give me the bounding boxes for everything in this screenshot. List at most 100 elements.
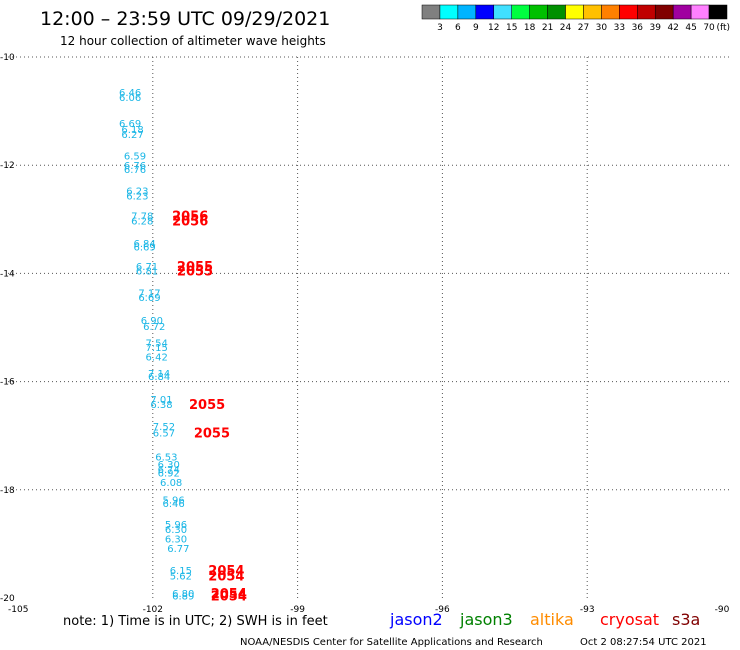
colorbar-swatch: [583, 4, 602, 20]
x-tick-label: -93: [580, 605, 595, 615]
swh-value-label: 6.28: [131, 216, 153, 227]
colorbar-swatch: [619, 4, 638, 20]
swh-value-label: 6.80: [172, 589, 194, 600]
colorbar-label: 9: [473, 23, 479, 33]
pass-time-label: 2056: [172, 214, 208, 229]
colorbar-swatch: [511, 4, 530, 20]
colorbar-label: 70: [703, 23, 715, 33]
chart-title: 12:00 – 23:59 UTC 09/29/2021: [40, 8, 330, 30]
y-tick-label: -10: [0, 53, 15, 63]
x-tick-label: -99: [290, 605, 305, 615]
colorbar-swatch: [601, 4, 620, 20]
satellite-legend: jason2 jason3 altika cryosat s3a: [389, 610, 700, 629]
swh-value-label: 5.62: [170, 571, 192, 582]
swh-value-label: 6.23: [126, 191, 148, 202]
colorbar-swatch: [439, 4, 459, 20]
swh-value-label: 6.72: [143, 322, 165, 333]
satellite-legend-item: s3a: [672, 610, 700, 629]
pass-time-label: 2055: [177, 260, 213, 275]
swh-value-label: 6.57: [153, 428, 175, 439]
pass-time-label: 2054: [208, 569, 244, 584]
credit-text: NOAA/NESDIS Center for Satellite Applica…: [240, 637, 543, 648]
colorbar-label: 39: [650, 23, 662, 33]
swh-value-label: 6.23: [126, 187, 148, 198]
swh-value-label: 6.69: [133, 242, 155, 253]
x-tick-label: -96: [435, 605, 450, 615]
colorbar-label: 33: [614, 23, 625, 33]
swh-value-label: 6.30: [165, 525, 187, 536]
x-tick-label: -105: [8, 605, 28, 615]
swh-value-label: 6.30: [165, 534, 187, 545]
swh-value-label: 7.14: [148, 369, 170, 380]
swh-value-label: 6.71: [136, 262, 158, 273]
footer-note: note: 1) Time is in UTC; 2) SWH is in fe…: [63, 614, 328, 629]
colorbar-label: 27: [578, 23, 589, 33]
swh-value-label: 5.96: [165, 520, 187, 531]
x-axis: -105 -102 -99 -96 -93 -90: [8, 605, 730, 615]
colorbar-label: 3: [437, 23, 443, 33]
colorbar-swatch: [690, 4, 710, 20]
swh-value-label: 7.78: [131, 212, 153, 223]
colorbar-swatch: [547, 4, 566, 20]
y-tick-label: -14: [0, 269, 15, 279]
swh-value-label: 7.52: [153, 422, 175, 433]
swh-value-label: 6.27: [121, 130, 143, 141]
satellite-legend-item: jason3: [459, 610, 513, 629]
colorbar-label: 12: [488, 23, 499, 33]
colorbar-label: 42: [667, 23, 678, 33]
swh-value-label: 6.59: [124, 151, 146, 162]
swh-value-label: 7.15: [146, 343, 168, 354]
y-tick-label: -12: [0, 161, 15, 171]
colorbar-swatch: [654, 4, 674, 20]
y-axis: -10 -12 -14 -16 -18 -20: [0, 53, 15, 604]
swh-value-label: 5.96: [162, 496, 184, 507]
swh-value-label: 6.18: [121, 125, 143, 136]
y-tick-label: -16: [0, 378, 15, 388]
swh-value-label: 6.76: [124, 165, 146, 176]
timestamp-text: Oct 2 08:27:54 UTC 2021: [580, 637, 707, 648]
pass-time-label: 2054: [208, 564, 244, 579]
colorbar-swatch: [565, 4, 584, 20]
swh-points: 6.466.066.696.186.276.596.766.766.236.23…: [119, 88, 194, 602]
swh-value-label: 6.69: [138, 293, 160, 304]
swh-value-label: 6.90: [141, 316, 163, 327]
satellite-legend-item: cryosat: [600, 610, 659, 629]
colorbar-swatch: [493, 4, 512, 20]
pass-time-label: 2054: [211, 589, 247, 604]
swh-value-label: 6.84: [148, 372, 170, 383]
swh-value-label: 6.46: [119, 88, 141, 99]
colorbar-swatch: [708, 4, 728, 20]
swh-value-label: 6.08: [160, 478, 182, 489]
swh-value-label: 6.92: [158, 468, 180, 479]
swh-value-label: 6.42: [146, 353, 168, 364]
swh-value-label: 6.30: [158, 460, 180, 471]
pass-time-label: 2055: [177, 265, 213, 280]
pass-time-label: 2054: [211, 587, 247, 602]
swh-value-label: 6.89: [172, 591, 194, 602]
swh-value-label: 6.74: [158, 465, 180, 476]
satellite-legend-item: jason2: [389, 610, 443, 629]
y-tick-label: -20: [0, 594, 15, 604]
swh-value-label: 6.84: [133, 239, 155, 250]
y-tick-label: -18: [0, 486, 15, 496]
colorbar-label: 24: [560, 23, 572, 33]
swh-value-label: 6.06: [119, 93, 141, 104]
pass-time-label: 2055: [189, 398, 225, 413]
swh-value-label: 6.81: [136, 267, 158, 278]
colorbar-label: 36: [632, 23, 644, 33]
colorbar-swatch: [475, 4, 495, 20]
colorbar-label: 18: [524, 23, 536, 33]
colorbar-swatch: [637, 4, 656, 20]
swh-value-label: 7.54: [146, 339, 168, 350]
colorbar-unit: (ft): [716, 23, 730, 33]
colorbar-label: 45: [685, 23, 696, 33]
pass-time-label: 2056: [172, 210, 208, 225]
swh-value-label: 6.15: [170, 566, 192, 577]
x-tick-label: -102: [143, 605, 163, 615]
x-tick-label: -90: [715, 605, 730, 615]
satellite-legend-item: altika: [530, 610, 574, 629]
colorbar-label: 15: [506, 23, 517, 33]
swh-value-label: 6.46: [162, 499, 184, 510]
